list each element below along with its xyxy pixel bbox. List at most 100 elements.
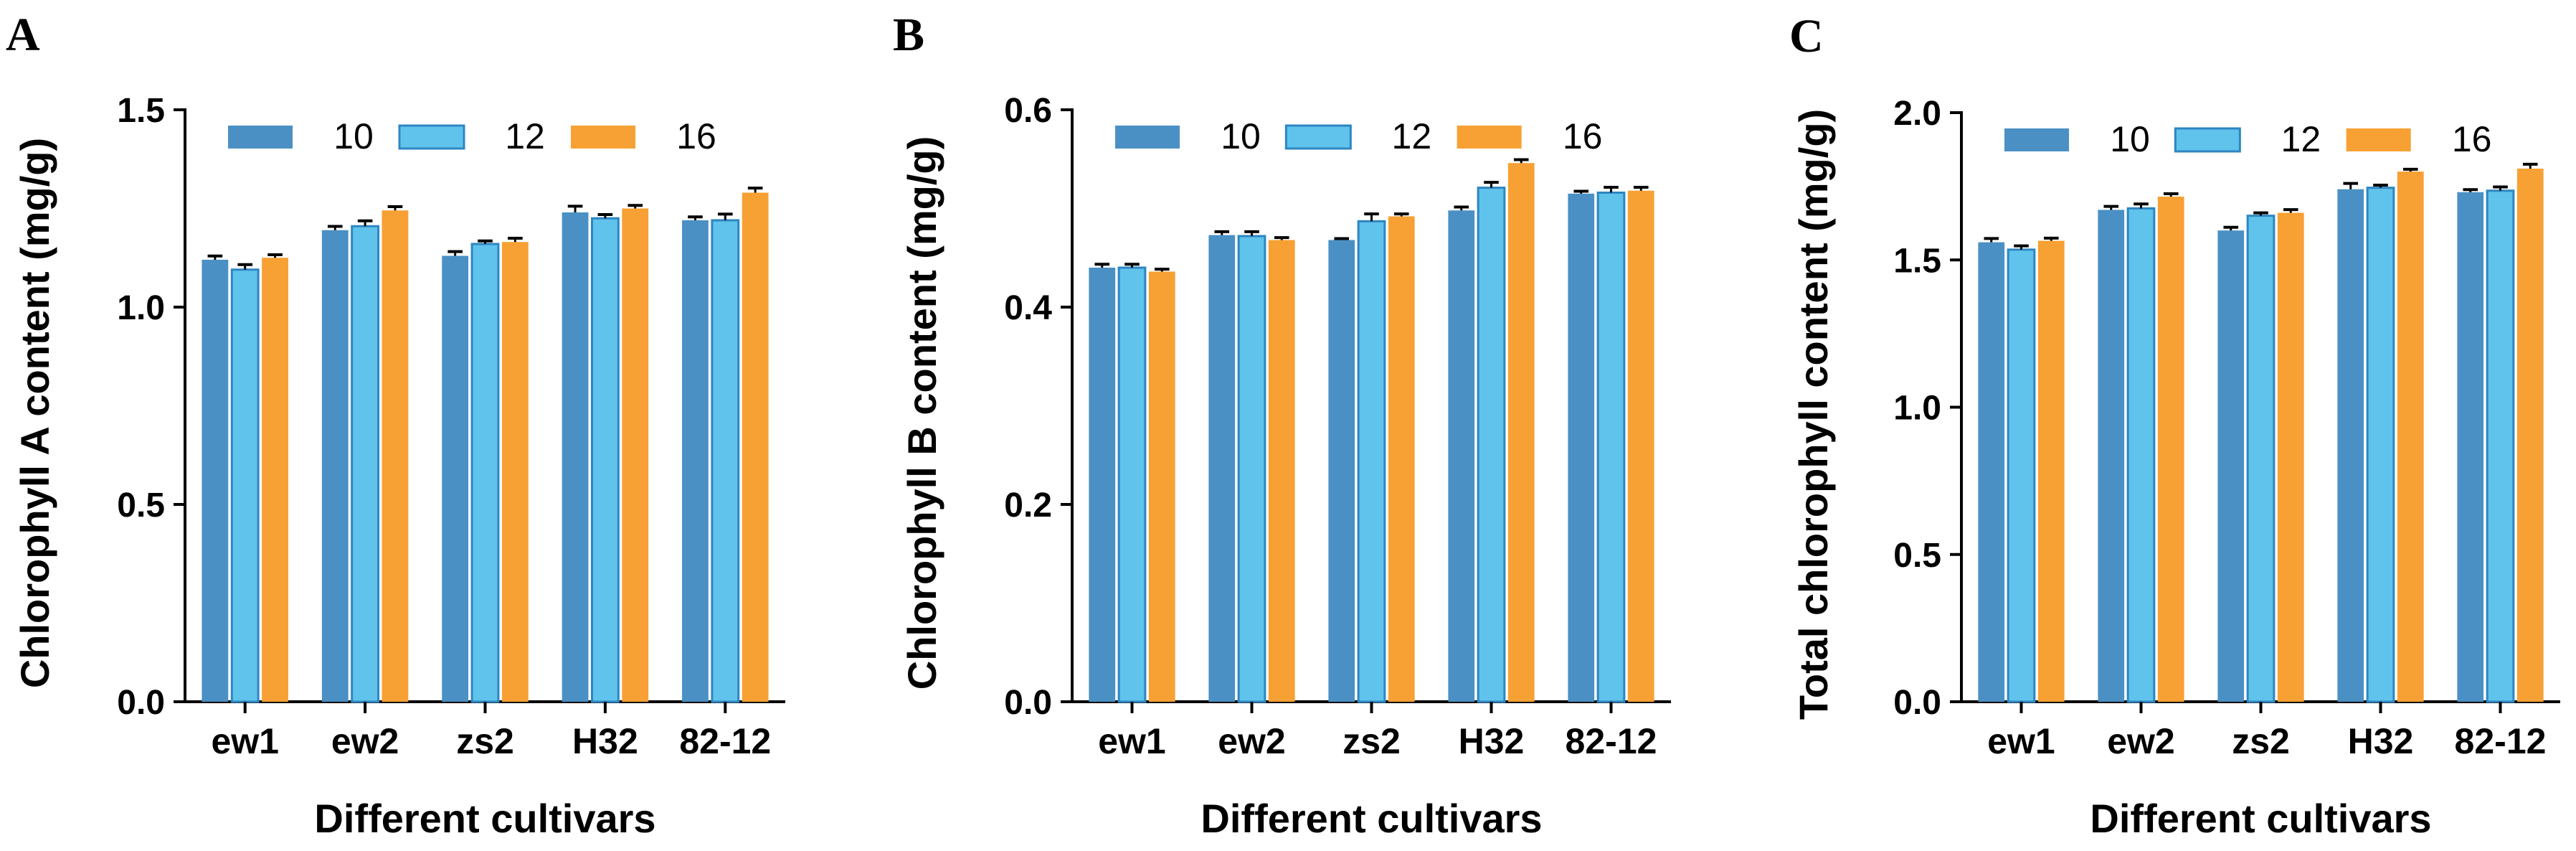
- bar-82-12-10: [1568, 193, 1595, 702]
- chart-panel-a: A 0.0 0.5 1.0 1.5 ew1 ew2 zs2 H32 82-12 Different …: [6, 9, 785, 841]
- x-axis-label: Different cultivars: [314, 796, 655, 841]
- legend-label-16: 16: [1563, 116, 1603, 156]
- x-tick-label: ew1: [1987, 721, 2055, 761]
- legend-swatch-12: [398, 124, 465, 150]
- bar-ew2-16: [2157, 196, 2184, 702]
- bar-ew1-16: [2037, 240, 2065, 702]
- bar-ew1-16: [1148, 271, 1175, 702]
- legend-swatch-10: [228, 126, 293, 149]
- bar-ew1-12: [1117, 266, 1147, 703]
- x-tick-label: 82-12: [1566, 721, 1657, 761]
- panel-letter: A: [6, 9, 40, 61]
- bar-zs2-16: [501, 242, 529, 702]
- x-tick-label: H32: [1459, 721, 1525, 761]
- legend-swatch-16: [2346, 128, 2411, 151]
- bar-ew1-10: [1978, 242, 2005, 702]
- y-axis-label: Total chlorophyll content (mg/g): [1791, 109, 1836, 720]
- bar-H32-16: [2397, 171, 2424, 702]
- bar-H32-10: [562, 212, 589, 702]
- legend-swatch-16: [1457, 126, 1522, 149]
- x-tick-label: 82-12: [679, 721, 771, 761]
- y-tick-label: 0.0: [117, 684, 165, 722]
- x-tick-label: zs2: [2232, 721, 2290, 761]
- y-tick-label: 1.5: [1893, 242, 1941, 280]
- bar-ew2-10: [1208, 235, 1236, 702]
- x-tick-label: 82-12: [2455, 721, 2547, 761]
- bar-82-12-10: [682, 220, 709, 702]
- legend-label-12: 12: [505, 116, 545, 156]
- bar-H32-12: [1477, 187, 1506, 703]
- bar-82-12-12: [1596, 192, 1626, 703]
- bar-zs2-12: [470, 243, 500, 703]
- x-tick-label: H32: [572, 721, 638, 761]
- legend-swatch-16: [571, 126, 635, 149]
- y-tick-label: 0.5: [1893, 537, 1941, 575]
- bar-ew2-10: [2098, 210, 2125, 702]
- y-axis-label: Chlorophyll A content (mg/g): [12, 138, 57, 688]
- bar-82-12-12: [711, 219, 740, 703]
- bar-zs2-12: [2246, 215, 2276, 703]
- y-tick-label: 0.6: [1004, 92, 1052, 130]
- legend-label-10: 10: [1221, 116, 1261, 156]
- x-tick-label: ew2: [2107, 721, 2175, 761]
- bar-ew2-16: [1268, 240, 1295, 702]
- legend-swatch-10: [1115, 126, 1180, 149]
- y-tick-label: 1.0: [117, 289, 165, 327]
- x-tick-label: ew2: [331, 721, 399, 761]
- x-tick-label: H32: [2348, 721, 2414, 761]
- bar-ew2-12: [1237, 235, 1266, 703]
- bar-82-12-16: [742, 192, 769, 702]
- bar-zs2-10: [442, 255, 469, 702]
- y-tick-label: 1.5: [117, 92, 165, 130]
- bar-H32-16: [622, 208, 649, 702]
- legend-swatch-12: [1284, 124, 1352, 150]
- chart-panel-c: C 0.0 0.5 1.0 1.5 2.0 ew1 ew2 zs2 H32 82-12 Differe…: [1789, 10, 2560, 841]
- bar-82-12-12: [2486, 189, 2515, 703]
- x-tick-label: ew1: [211, 721, 279, 761]
- y-tick-label: 0.0: [1893, 684, 1941, 722]
- legend-label-16: 16: [676, 116, 716, 156]
- legend-label-10: 10: [2110, 119, 2150, 159]
- bar-ew2-16: [382, 210, 409, 702]
- y-tick-label: 0.5: [117, 486, 165, 525]
- panel-letter: B: [893, 9, 924, 61]
- x-axis-label: Different cultivars: [2090, 796, 2431, 841]
- bar-H32-16: [1507, 163, 1535, 702]
- bar-H32-12: [2366, 187, 2395, 703]
- y-tick-label: 0.4: [1004, 289, 1052, 327]
- bar-ew1-12: [2007, 248, 2036, 703]
- bar-ew1-12: [230, 268, 260, 703]
- y-tick-label: 0.0: [1004, 684, 1052, 722]
- bar-H32-10: [1448, 210, 1475, 702]
- x-axis-label: Different cultivars: [1201, 796, 1542, 841]
- legend-label-12: 12: [2281, 119, 2321, 159]
- bar-ew1-16: [262, 258, 288, 702]
- bar-H32-12: [590, 217, 620, 703]
- y-tick-label: 1.0: [1893, 390, 1941, 428]
- legend-label-12: 12: [1392, 116, 1432, 156]
- panel-letter: C: [1789, 10, 1824, 62]
- x-tick-label: zs2: [1343, 721, 1401, 761]
- legend-label-16: 16: [2452, 119, 2492, 159]
- bar-82-12-16: [2516, 168, 2544, 702]
- legend-label-10: 10: [333, 116, 374, 156]
- bar-zs2-10: [1328, 240, 1355, 702]
- legend-swatch-10: [2004, 128, 2069, 151]
- bar-H32-10: [2337, 189, 2364, 702]
- bar-ew2-10: [321, 230, 349, 702]
- y-axis-label: Chlorophyll B content (mg/g): [899, 136, 944, 690]
- bar-82-12-16: [1627, 190, 1654, 702]
- bar-ew2-12: [2126, 207, 2156, 703]
- x-tick-label: ew2: [1218, 721, 1286, 761]
- bar-zs2-12: [1357, 220, 1386, 703]
- legend-swatch-12: [2174, 127, 2241, 153]
- bar-zs2-16: [2277, 212, 2304, 702]
- bar-zs2-16: [1388, 216, 1415, 702]
- chart-panel-b: B 0.0 0.2 0.4 0.6 ew1 ew2 zs2 H32 82-12 Different …: [893, 9, 1671, 841]
- x-tick-label: ew1: [1098, 721, 1166, 761]
- bar-82-12-10: [2457, 192, 2484, 702]
- bar-ew1-10: [1089, 268, 1116, 702]
- bar-ew2-12: [351, 225, 380, 703]
- bar-zs2-10: [2217, 230, 2245, 702]
